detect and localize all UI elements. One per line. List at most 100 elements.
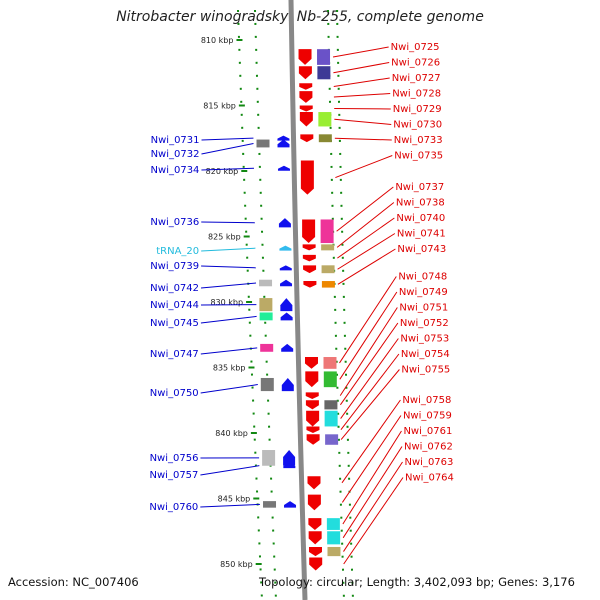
cog-category-block: [326, 518, 340, 530]
cog-category-block: [262, 450, 276, 466]
forward-gene-arrow: [306, 426, 320, 433]
forward-gene-leader: [340, 353, 400, 431]
forward-gene-arrow: [298, 49, 312, 65]
forward-gene-arrow: [302, 254, 316, 262]
reverse-gene-leader: [201, 142, 254, 155]
scale-tick-label: 815 kbp: [203, 102, 236, 111]
cog-category-block: [263, 501, 277, 508]
forward-gene-label: Nwi_0741: [397, 229, 446, 240]
forward-gene-label: Nwi_0762: [404, 442, 453, 453]
forward-gene-label: Nwi_0738: [396, 198, 445, 209]
forward-gene-leader: [340, 338, 399, 419]
forward-gene-label: Nwi_0740: [396, 213, 445, 224]
reverse-gene-label: Nwi_0745: [150, 318, 199, 329]
forward-gene-arrow: [299, 83, 313, 90]
forward-strand-genes: Nwi_0725 Nwi_0726 Nwi_0727 Nwi_0728 Nwi_0729…: [298, 42, 454, 571]
reverse-gene-leader: [200, 503, 261, 508]
forward-gene-leader: [334, 137, 392, 141]
cog-category-block: [317, 49, 331, 65]
reverse-gene-label: Nwi_0756: [150, 453, 199, 464]
reverse-gene-arrow: [277, 135, 290, 141]
scale-tick-label: 835 kbp: [213, 364, 246, 373]
cog-category-block: [321, 244, 335, 251]
forward-gene-leader: [337, 248, 396, 285]
forward-gene-label: Nwi_0753: [400, 334, 449, 345]
scale-tick-label: 845 kbp: [218, 495, 251, 504]
reverse-gene-arrow: [281, 343, 294, 352]
forward-gene-arrow: [304, 357, 318, 369]
forward-gene-leader: [339, 307, 398, 396]
forward-gene-leader: [342, 446, 403, 539]
cog-category-block: [325, 434, 339, 445]
reverse-gene-leader: [201, 265, 256, 269]
forward-gene-label: Nwi_0754: [401, 349, 450, 360]
cog-category-block: [318, 112, 332, 127]
forward-gene-leader: [343, 461, 403, 552]
cog-category-block: [260, 343, 274, 352]
forward-gene-leader: [335, 155, 393, 179]
reverse-strand-genes: Nwi_0731 Nwi_0732 Nwi_0734 Nwi_0736 tRNA_20 N…: [149, 135, 297, 513]
forward-gene-leader: [336, 186, 394, 232]
cog-category-block: [259, 279, 273, 287]
reverse-gene-leader: [201, 137, 254, 141]
forward-gene-arrow: [308, 546, 322, 557]
genome-title: Nitrobacter winogradskyi Nb-255, complet…: [116, 9, 484, 25]
forward-gene-arrow: [299, 91, 313, 103]
forward-gene-leader: [332, 46, 389, 58]
forward-gene-arrow: [299, 112, 313, 127]
forward-gene-label: Nwi_0726: [391, 58, 440, 69]
cog-category-block: [324, 410, 338, 427]
reverse-gene-arrow: [283, 463, 296, 469]
cog-category-block: [256, 139, 270, 148]
forward-gene-leader: [337, 233, 396, 270]
forward-gene-arrow: [308, 531, 322, 545]
forward-gene-label: Nwi_0749: [399, 287, 448, 298]
reverse-gene-leader: [200, 315, 257, 324]
scale-tick-label: 850 kbp: [220, 560, 253, 569]
forward-gene-label: Nwi_0751: [399, 303, 448, 314]
reverse-gene-arrow: [277, 139, 290, 148]
reverse-gene-label: Nwi_0739: [150, 261, 199, 272]
forward-gene-label: Nwi_0763: [405, 457, 454, 468]
forward-gene-arrow: [307, 476, 321, 490]
forward-gene-leader: [341, 399, 401, 484]
reverse-gene-label: Nwi_0736: [150, 217, 199, 228]
reverse-gene-arrow: [280, 279, 293, 287]
trna-gene-label: tRNA_20: [156, 246, 199, 257]
forward-gene-arrow: [302, 219, 316, 244]
forward-gene-arrow: [307, 494, 321, 511]
inner-right-ring: [327, 9, 345, 600]
cog-category-block: [323, 371, 337, 388]
forward-gene-label: Nwi_0733: [394, 135, 443, 146]
forward-gene-arrow: [306, 434, 320, 445]
forward-gene-arrow: [299, 105, 313, 112]
scale-tick-label: 825 kbp: [208, 233, 241, 242]
forward-gene-leader: [336, 202, 395, 248]
reverse-gene-arrow: [280, 312, 293, 321]
forward-gene-arrow: [298, 66, 312, 80]
reverse-gene-leader: [200, 347, 258, 355]
forward-gene-arrow: [305, 392, 319, 399]
reverse-gene-leader: [200, 282, 257, 289]
reverse-gene-label: Nwi_0744: [150, 300, 199, 311]
cog-category-block: [321, 281, 335, 288]
cog-category-block: [317, 66, 331, 80]
reverse-gene-arrow: [278, 218, 291, 228]
reverse-gene-arrow: [283, 450, 296, 466]
reverse-gene-label: Nwi_0757: [150, 470, 199, 481]
trna-gene-arrow: [279, 245, 292, 251]
reverse-gene-arrow: [284, 501, 297, 508]
reverse-gene-leader: [201, 247, 256, 252]
cog-category-block: [259, 312, 273, 321]
forward-gene-arrow: [300, 134, 314, 143]
forward-gene-label: Nwi_0748: [398, 272, 447, 283]
reverse-gene-leader: [201, 167, 255, 171]
reverse-gene-label: Nwi_0742: [150, 283, 199, 294]
cog-category-block: [259, 298, 273, 312]
reverse-gene-label: Nwi_0732: [151, 149, 200, 160]
forward-gene-leader: [342, 430, 402, 525]
forward-gene-leader: [333, 77, 390, 87]
forward-gene-arrow: [305, 371, 319, 388]
forward-gene-label: Nwi_0764: [405, 473, 454, 484]
